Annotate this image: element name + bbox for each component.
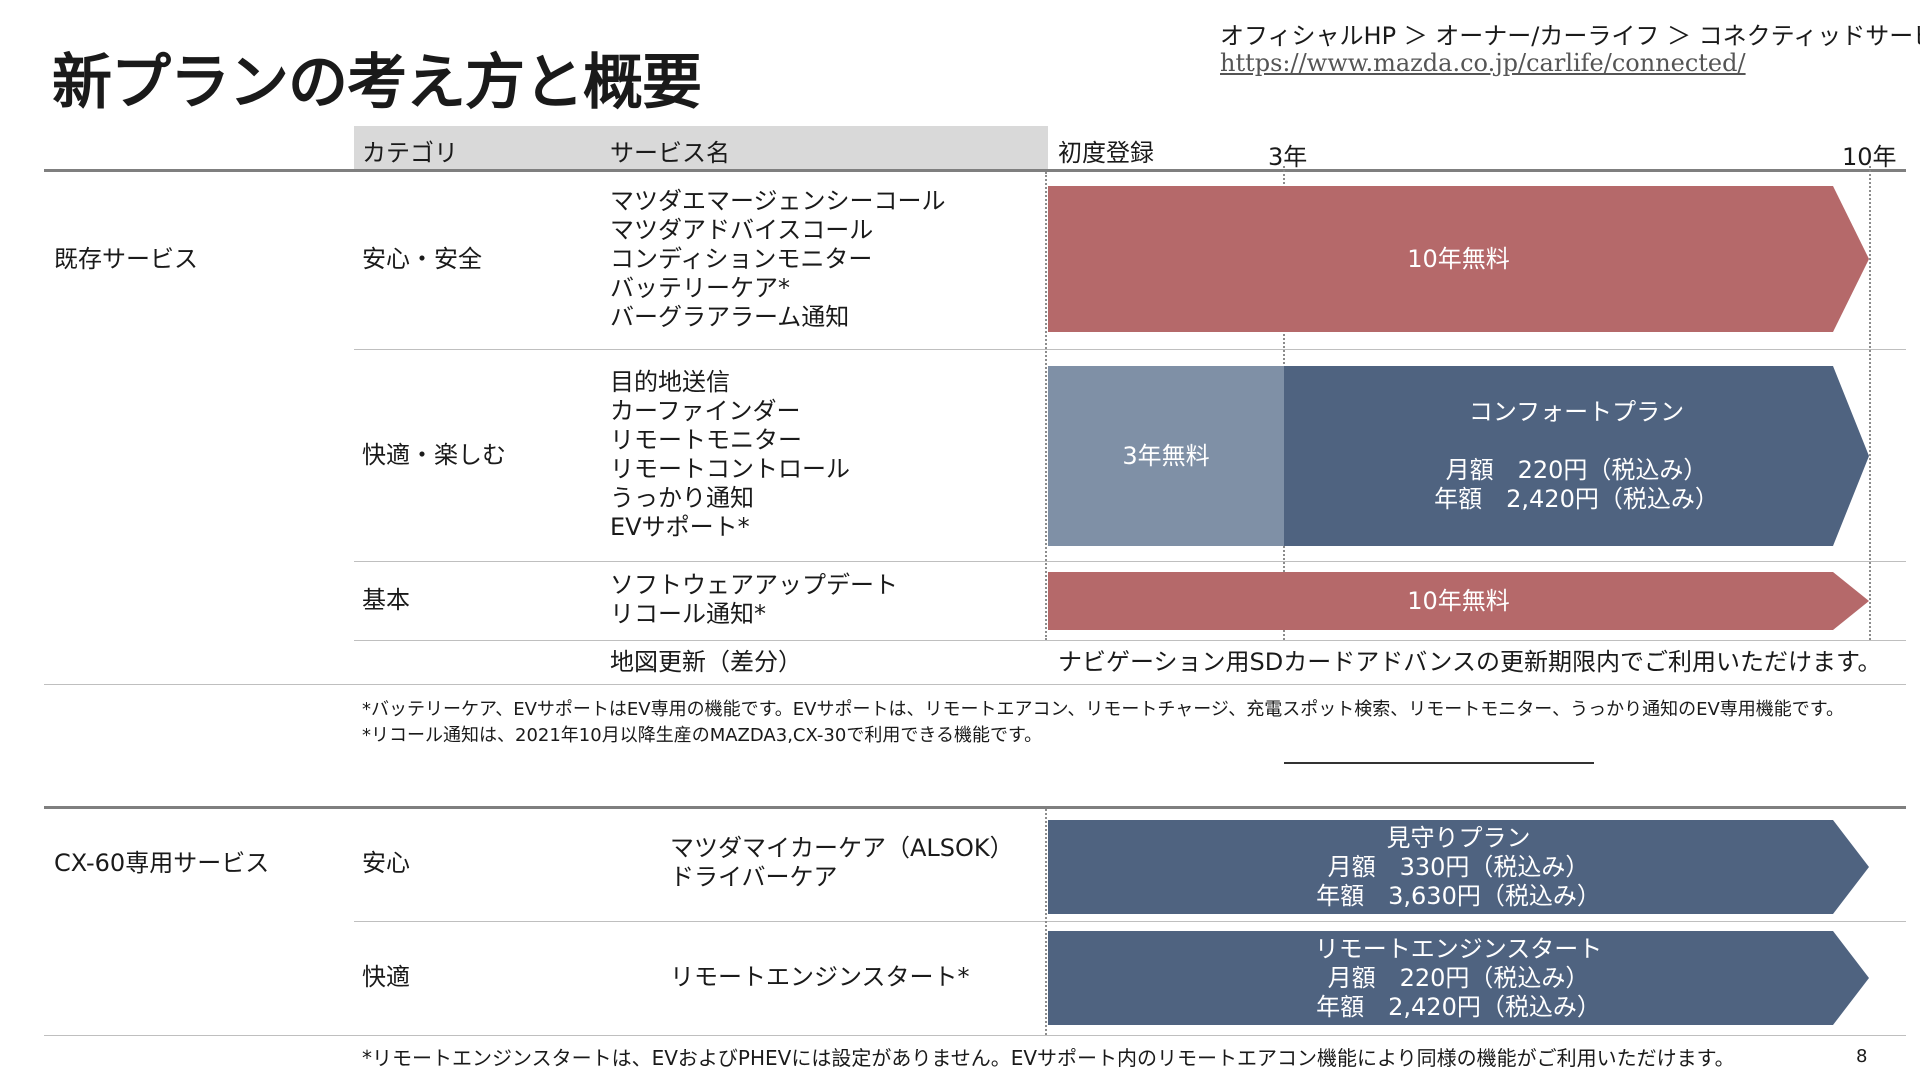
footnote-list: *バッテリーケア、EVサポートはEV専用の機能です。EVサポートは、リモートエア… <box>362 697 1844 749</box>
category-safety: 安心・安全 <box>362 245 482 273</box>
row-divider <box>354 640 1906 641</box>
row-divider <box>354 921 1906 922</box>
bar-remote-engine-start: リモートエンジンスタート 月額 220円（税込み） 年額 2,420円（税込み） <box>1048 931 1869 1025</box>
timeline-guide-start <box>1045 172 1047 640</box>
service-list-basic: ソフトウェアアップデート リコール通知* <box>610 571 898 629</box>
bar-comfort-plan: コンフォートプラン 月額 220円（税込み） 年額 2,420円（税込み） <box>1284 366 1869 546</box>
row-divider <box>354 561 1906 562</box>
bar-label: 10年無料 <box>1407 244 1510 273</box>
section-divider <box>44 1035 1906 1036</box>
plan-name: リモートエンジンスタート <box>1314 934 1603 963</box>
separator-line <box>1284 762 1594 764</box>
service-list-comfort: リモートエンジンスタート* <box>670 963 970 992</box>
group-label-existing: 既存サービス <box>54 245 198 273</box>
plan-yearly-price: 年額 3,630円（税込み） <box>1316 881 1601 910</box>
plan-monthly-price: 月額 220円（税込み） <box>1327 963 1590 992</box>
row-divider <box>354 349 1906 350</box>
bar-label: 3年無料 <box>1122 441 1210 470</box>
bar-10yr-free-basic: 10年無料 <box>1048 572 1869 630</box>
header-category: カテゴリ <box>362 139 458 167</box>
service-map-update: 地図更新（差分） <box>610 648 802 676</box>
page-number: 8 <box>1856 1046 1868 1067</box>
service-list-comfort-fun: 目的地送信 カーファインダー リモートモニター リモートコントロール うっかり通… <box>610 368 850 542</box>
service-item: マツダエマージェンシーコール <box>610 187 946 215</box>
cx60-section-rule <box>44 806 1906 809</box>
service-item: EVサポート* <box>610 513 750 541</box>
category-basic: 基本 <box>362 586 410 614</box>
footnote: *リモートエンジンスタートは、EVおよびPHEVには設定がありません。EVサポー… <box>362 1046 1735 1070</box>
service-item: カーファインダー <box>610 397 801 425</box>
service-item: リコール通知* <box>610 600 766 628</box>
bar-label: 10年無料 <box>1407 586 1510 615</box>
service-item: ソフトウェアアップデート <box>610 571 898 599</box>
service-list-security: マツダマイカーケア（ALSOK） ドライバーケア <box>670 834 1014 892</box>
plan-monthly-price: 月額 220円（税込み） <box>1445 456 1708 484</box>
header-initial-registration: 初度登録 <box>1058 139 1154 167</box>
page-title: 新プランの考え方と概要 <box>52 48 702 118</box>
header-service-name: サービス名 <box>610 139 730 167</box>
plan-monthly-price: 月額 330円（税込み） <box>1327 852 1590 881</box>
service-item: ドライバーケア <box>670 863 838 891</box>
bar-10yr-free-safety: 10年無料 <box>1048 186 1869 332</box>
service-item: リモートコントロール <box>610 455 850 483</box>
service-item: うっかり通知 <box>610 484 754 512</box>
timeline-guide-start <box>1045 809 1047 1035</box>
timeline-guide-10yr <box>1869 166 1871 640</box>
service-item: マツダアドバイスコール <box>610 216 874 244</box>
header-year-3: 3年 <box>1268 143 1308 171</box>
plan-name: 見守りプラン <box>1386 823 1531 852</box>
map-update-note: ナビゲーション用SDカードアドバンスの更新期限内でご利用いただけます。 <box>1058 648 1882 676</box>
service-item: 目的地送信 <box>610 368 730 396</box>
bar-watch-plan: 見守りプラン 月額 330円（税込み） 年額 3,630円（税込み） <box>1048 820 1869 914</box>
section-divider <box>44 684 1906 685</box>
breadcrumb: オフィシャルHP ＞ オーナー/カーライフ ＞ コネクティッドサービス <box>1220 22 1920 50</box>
category-comfort-fun: 快適・楽しむ <box>362 441 506 469</box>
group-label-cx60: CX-60専用サービス <box>54 849 270 877</box>
service-list-safety: マツダエマージェンシーコール マツダアドバイスコール コンディションモニター バ… <box>610 187 946 332</box>
service-item: コンディションモニター <box>610 245 873 273</box>
service-item: リモートモニター <box>610 426 802 454</box>
footnote: *リコール通知は、2021年10月以降生産のMAZDA3,CX-30で利用できる… <box>362 725 1043 746</box>
service-item: リモートエンジンスタート* <box>670 963 970 991</box>
bar-3yr-free: 3年無料 <box>1048 366 1284 546</box>
source-link[interactable]: https://www.mazda.co.jp/carlife/connecte… <box>1220 49 1746 77</box>
footnote: *バッテリーケア、EVサポートはEV専用の機能です。EVサポートは、リモートエア… <box>362 699 1844 720</box>
plan-yearly-price: 年額 2,420円（税込み） <box>1316 992 1601 1021</box>
service-item: バーグラアラーム通知 <box>610 303 850 331</box>
table-header-background <box>354 126 1048 169</box>
plan-yearly-price: 年額 2,420円（税込み） <box>1434 485 1719 513</box>
category-security: 安心 <box>362 849 410 877</box>
service-item: バッテリーケア* <box>610 274 790 302</box>
service-item: マツダマイカーケア（ALSOK） <box>670 834 1014 862</box>
plan-name: コンフォートプラン <box>1468 398 1685 426</box>
category-comfort: 快適 <box>362 963 410 991</box>
header-rule <box>44 169 1906 172</box>
